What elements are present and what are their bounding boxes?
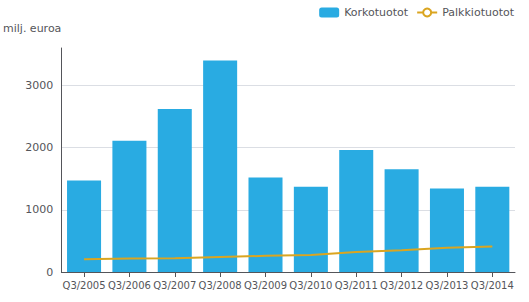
svg-text:Q3/2006: Q3/2006 <box>108 280 151 291</box>
svg-text:Q3/2010: Q3/2010 <box>289 280 332 291</box>
svg-text:milj. euroa: milj. euroa <box>3 22 61 35</box>
svg-text:Q3/2009: Q3/2009 <box>244 280 287 291</box>
svg-text:Q3/2008: Q3/2008 <box>199 280 242 291</box>
svg-text:Q3/2012: Q3/2012 <box>380 280 423 291</box>
svg-text:Q3/2007: Q3/2007 <box>153 280 196 291</box>
svg-text:1000: 1000 <box>25 203 53 216</box>
svg-text:Q3/2014: Q3/2014 <box>471 280 514 291</box>
svg-text:Korkotuotot: Korkotuotot <box>344 6 409 19</box>
svg-text:Palkkiotuotot: Palkkiotuotot <box>442 6 515 19</box>
svg-text:Q3/2013: Q3/2013 <box>425 280 468 291</box>
svg-text:0: 0 <box>46 266 53 279</box>
svg-text:Q3/2011: Q3/2011 <box>335 280 378 291</box>
svg-text:Q3/2005: Q3/2005 <box>63 280 106 291</box>
svg-text:2000: 2000 <box>25 141 53 154</box>
svg-text:3000: 3000 <box>25 79 53 92</box>
